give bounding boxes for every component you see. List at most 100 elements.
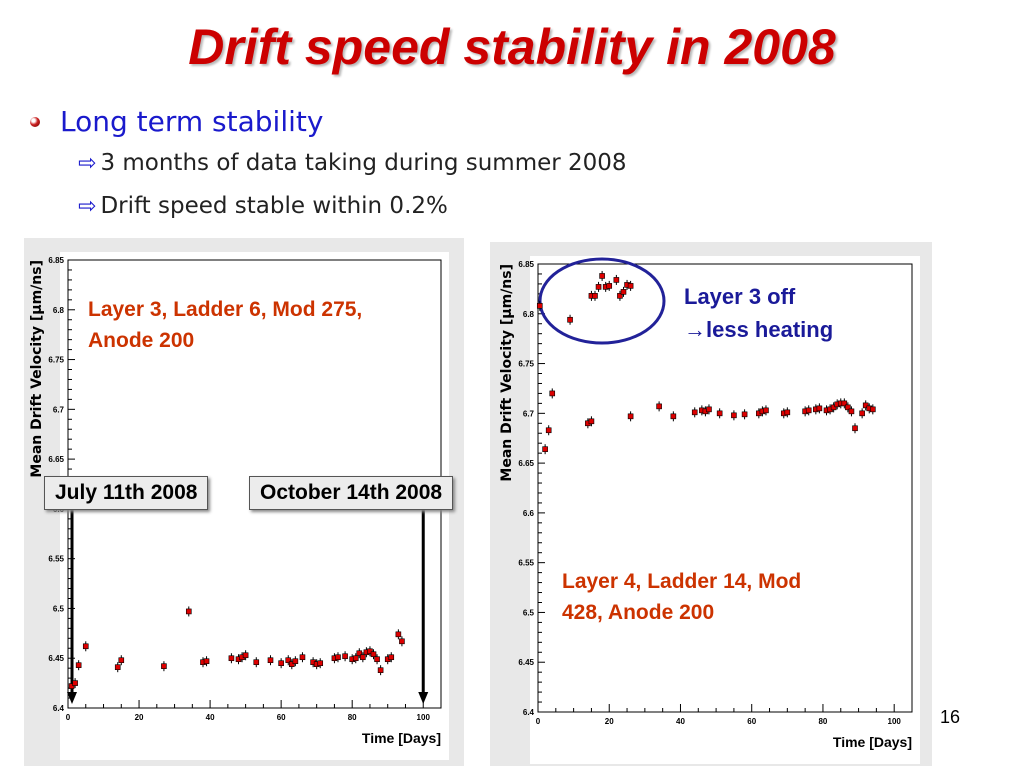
y-tick-label: 6.5 [53,604,65,613]
data-point [859,410,865,417]
slide-title: Drift speed stability in 2008 [188,19,836,75]
sub-bullet-text: 3 months of data taking during summer 20… [100,150,627,176]
data-point [816,405,823,412]
data-point [352,655,359,662]
data-point [388,654,395,661]
data-point [848,408,855,415]
y-tick-label: 6.55 [48,555,64,564]
data-point [691,409,698,416]
right-plot-label: Layer 4, Ladder 14, Mod 428, Anode 200 [562,566,801,628]
bullet-dot-icon [30,116,40,127]
plot-background [530,256,920,764]
data-point [82,643,89,650]
y-tick-label: 6.65 [48,455,64,464]
x-tick-label: 80 [348,713,357,722]
layer3-off-label: Layer 3 off →less heating [684,280,833,346]
left-plot-label: Layer 3, Ladder 6, Mod 275, Anode 200 [88,294,362,356]
data-point [536,303,543,309]
y-tick-label: 6.8 [53,306,65,315]
data-point [599,273,605,279]
right-plot-label-line2: 428, Anode 200 [562,601,715,624]
chart-panel-right: 6.4 6.45 6.5 6.55 6.6 6.65 6.7 6.75 6.8 6.85 0 20 40… [490,242,932,766]
data-point [377,667,384,673]
start-date-arrow [67,510,77,704]
data-point [595,284,602,290]
data-point [374,656,380,663]
x-axis-label: Time [Days] [833,734,912,750]
data-point [203,658,210,665]
data-point [567,316,573,323]
page-number: 16 [940,707,961,727]
arrow-right-icon: ⇨ [78,193,97,219]
data-point [763,407,769,414]
x-axis-label: Time [Days] [362,730,441,746]
data-point [870,406,876,413]
bullet-text: Long term stability [60,105,324,138]
plot-frame [537,263,913,713]
y-tick-label: 6.4 [523,708,535,717]
x-tick-label: 0 [536,717,541,726]
x-tick-label: 40 [206,713,215,722]
data-point [395,631,402,638]
data-point [72,680,78,686]
data-point [342,653,348,660]
data-point [841,400,848,407]
data-point [613,277,620,283]
x-tick-label: 0 [66,713,71,722]
x-tick-label: 60 [277,713,286,722]
data-point [370,651,377,658]
data-point [242,652,249,659]
y-tick-label: 6.8 [523,310,535,319]
data-point [741,411,748,418]
data-point [656,403,662,410]
x-tick-label: 20 [135,713,144,722]
data-point [278,660,284,667]
data-point [620,289,627,295]
data-point [285,657,292,664]
data-point [118,657,125,664]
data-point [852,425,858,432]
data-point [114,664,121,670]
y-axis-label: Mean Drift Velocity [μm/ns] [29,260,45,478]
data-point [617,293,623,299]
bullet-item: Long term stability [30,105,323,138]
x-tick-label: 20 [605,717,614,726]
left-plot-label-line2: Anode 200 [88,329,195,352]
data-point [627,413,634,420]
data-point [360,654,366,661]
y-tick-label: 6.5 [523,608,535,617]
data-point [592,293,598,299]
x-tick-label: 80 [818,717,827,726]
right-plot-label-line1: Layer 4, Ladder 14, Mod [562,570,802,593]
y-tick-label: 6.6 [523,509,535,518]
data-point [288,661,295,667]
data-point [731,412,737,419]
data-point [542,446,548,452]
y-tick-label: 6.7 [53,405,65,414]
left-plot-label-line1: Layer 3, Ladder 6, Mod 275, [88,298,363,321]
data-point [862,402,869,409]
data-point [335,654,341,661]
data-point [784,409,791,416]
end-date-box: October 14th 2008 [249,476,454,510]
end-date-arrow [418,510,429,704]
arrow-right-icon: ⇨ [78,150,97,176]
y-tick-label: 6.85 [518,260,534,269]
y-tick-label: 6.85 [48,256,64,265]
data-point [292,658,299,665]
y-tick-label: 6.45 [518,658,534,667]
layer3-off-line1: Layer 3 off [684,284,796,309]
y-tick-label: 6.45 [48,654,64,663]
data-point [549,390,556,397]
data-point [706,406,712,413]
data-point [627,283,634,289]
y-tick-label: 6.75 [48,356,64,365]
x-tick-label: 100 [417,713,431,722]
sub-bullet-1: ⇨ 3 months of data taking during summer … [78,150,627,176]
y-axis-label: Mean Drift Velocity [μm/ns] [499,264,515,482]
data-point [228,655,235,662]
y-tick-label: 6.75 [518,360,534,369]
y-tick-label: 6.7 [523,409,535,418]
x-tick-label: 60 [747,717,756,726]
data-point [716,410,723,417]
